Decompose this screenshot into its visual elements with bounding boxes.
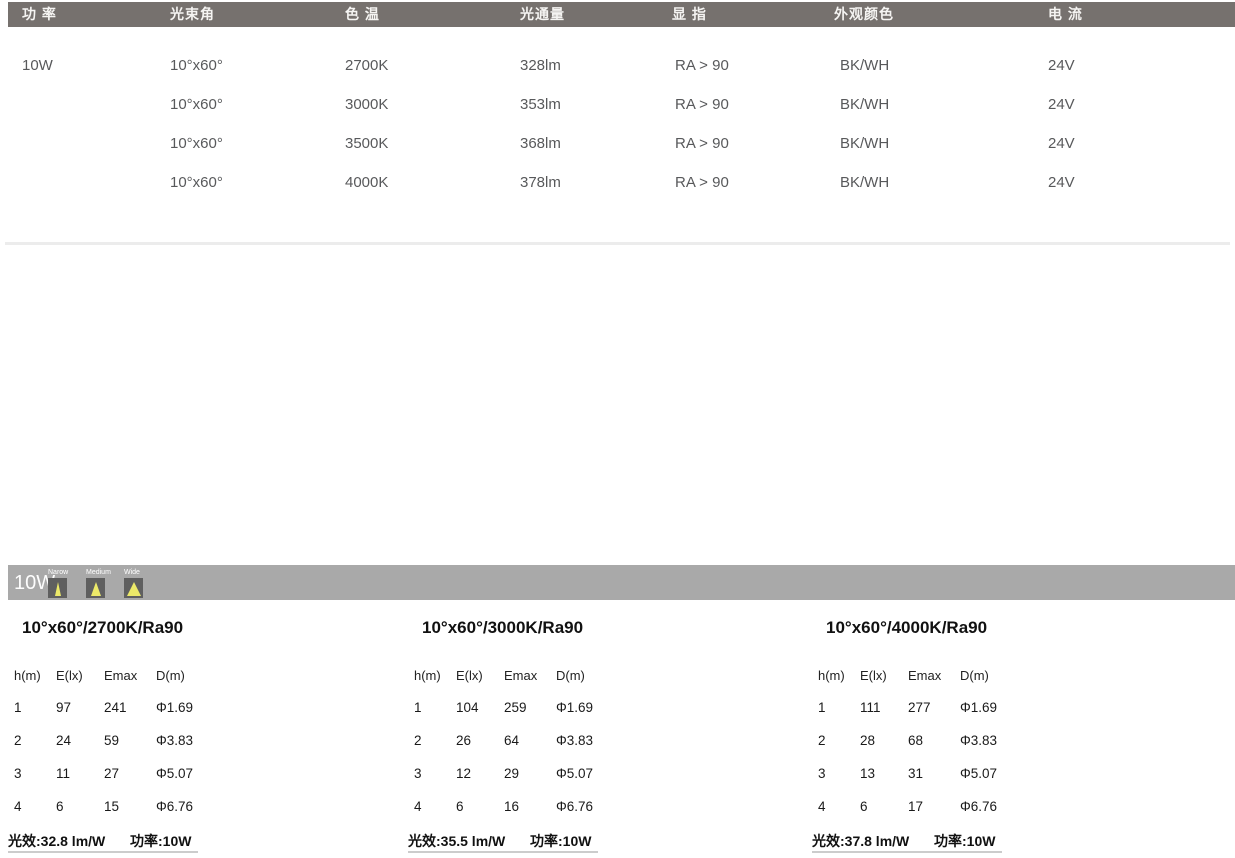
beam-wide-label: Wide bbox=[124, 569, 140, 576]
power-label: 功率:10W bbox=[130, 833, 192, 849]
col-e: E(lx) bbox=[456, 668, 483, 683]
photometric-row: 2 26 64 Φ3.83 bbox=[414, 733, 594, 748]
beam-narrow-label: Narow bbox=[48, 569, 69, 576]
col-header-beam-angle: 光束角 bbox=[170, 6, 215, 22]
efficacy-label: 光效:35.5 lm/W bbox=[408, 833, 506, 849]
photometric-row: 4 6 17 Φ6.76 bbox=[818, 799, 998, 814]
cell-finish: BK/WH bbox=[840, 135, 890, 152]
beam-medium: Medium bbox=[86, 565, 111, 600]
cell-finish: BK/WH bbox=[840, 57, 890, 74]
photometric-table-4000k: 10°x60°/4000K/Ra90 h(m) E(lx) Emax D(m) … bbox=[812, 612, 1044, 858]
photometric-table-3000k: 10°x60°/3000K/Ra90 h(m) E(lx) Emax D(m) … bbox=[408, 612, 640, 858]
cell-cri: RA > 90 bbox=[675, 135, 729, 152]
col-d: D(m) bbox=[960, 668, 989, 683]
col-header-power: 功 率 bbox=[22, 6, 57, 22]
col-h: h(m) bbox=[818, 668, 845, 683]
cell-cct: 4000K bbox=[345, 174, 389, 191]
cell-beam-angle: 10°x60° bbox=[170, 96, 223, 113]
cell-flux: 328lm bbox=[520, 57, 561, 74]
photometric-row: 1 111 277 Φ1.69 bbox=[818, 700, 998, 715]
photometric-table-2700k: 10°x60°/2700K/Ra90 h(m) E(lx) Emax D(m) … bbox=[8, 612, 240, 858]
efficacy-label: 光效:32.8 lm/W bbox=[8, 833, 106, 849]
photometric-table-head: h(m) E(lx) Emax D(m) bbox=[8, 668, 240, 684]
cell-cct: 2700K bbox=[345, 57, 389, 74]
cell-beam-angle: 10°x60° bbox=[170, 174, 223, 191]
narrow-beam-icon bbox=[48, 578, 67, 598]
cell-cct: 3500K bbox=[345, 135, 389, 152]
photometric-footer: 光效:35.5 lm/W 功率:10W bbox=[408, 831, 640, 849]
col-h: h(m) bbox=[14, 668, 41, 683]
col-header-finish: 外观颜色 bbox=[834, 6, 894, 22]
cell-beam-angle: 10°x60° bbox=[170, 57, 223, 74]
footer-underline bbox=[408, 851, 598, 853]
footer-underline bbox=[812, 851, 1002, 853]
cell-beam-angle: 10°x60° bbox=[170, 135, 223, 152]
col-e: E(lx) bbox=[860, 668, 887, 683]
power-label: 功率:10W bbox=[530, 833, 592, 849]
col-d: D(m) bbox=[556, 668, 585, 683]
cell-cri: RA > 90 bbox=[675, 174, 729, 191]
power-band: 10W Narow Medium Wide bbox=[8, 565, 1235, 600]
photometric-row: 1 104 259 Φ1.69 bbox=[414, 700, 594, 715]
spec-table-row: 10°x60° 3000K 353lm RA > 90 BK/WH 24V bbox=[8, 95, 1235, 115]
section-divider bbox=[5, 242, 1230, 245]
col-header-flux: 光通量 bbox=[520, 6, 565, 22]
photometric-table-title: 10°x60°/2700K/Ra90 bbox=[22, 618, 184, 637]
photometric-footer: 光效:37.8 lm/W 功率:10W bbox=[812, 831, 1044, 849]
cell-flux: 353lm bbox=[520, 96, 561, 113]
photometric-row: 3 11 27 Φ5.07 bbox=[14, 766, 194, 781]
col-header-cri: 显 指 bbox=[672, 6, 707, 22]
photometric-table-title: 10°x60°/4000K/Ra90 bbox=[826, 618, 988, 637]
spec-table-row: 10°x60° 4000K 378lm RA > 90 BK/WH 24V bbox=[8, 173, 1235, 193]
cell-current: 24V bbox=[1048, 96, 1075, 113]
cell-finish: BK/WH bbox=[840, 96, 890, 113]
col-header-cct: 色 温 bbox=[345, 6, 380, 22]
cell-cri: RA > 90 bbox=[675, 57, 729, 74]
photometric-footer: 光效:32.8 lm/W 功率:10W bbox=[8, 831, 240, 849]
beam-narrow: Narow bbox=[48, 565, 68, 600]
band-power-label: 10W bbox=[14, 572, 56, 594]
medium-beam-icon bbox=[86, 578, 105, 598]
cell-current: 24V bbox=[1048, 57, 1075, 74]
col-e: E(lx) bbox=[56, 668, 83, 683]
efficacy-label: 光效:37.8 lm/W bbox=[812, 833, 910, 849]
beam-wide: Wide bbox=[124, 565, 144, 600]
photometric-row: 3 13 31 Φ5.07 bbox=[818, 766, 998, 781]
photometric-row: 4 6 16 Φ6.76 bbox=[414, 799, 594, 814]
cell-current: 24V bbox=[1048, 174, 1075, 191]
photometric-row: 2 24 59 Φ3.83 bbox=[14, 733, 194, 748]
cell-power: 10W bbox=[22, 57, 53, 74]
spec-table-row: 10°x60° 3500K 368lm RA > 90 BK/WH 24V bbox=[8, 134, 1235, 154]
wide-beam-icon bbox=[124, 578, 143, 598]
photometric-row: 3 12 29 Φ5.07 bbox=[414, 766, 594, 781]
photometric-row: 4 6 15 Φ6.76 bbox=[14, 799, 194, 814]
photometric-table-head: h(m) E(lx) Emax D(m) bbox=[812, 668, 1044, 684]
footer-underline bbox=[8, 851, 198, 853]
photometric-row: 1 97 241 Φ1.69 bbox=[14, 700, 194, 715]
photometric-table-title: 10°x60°/3000K/Ra90 bbox=[422, 618, 584, 637]
col-emax: Emax bbox=[908, 668, 942, 683]
cell-finish: BK/WH bbox=[840, 174, 890, 191]
power-label: 功率:10W bbox=[934, 833, 996, 849]
col-emax: Emax bbox=[504, 668, 538, 683]
spec-table-row: 10W 10°x60° 2700K 328lm RA > 90 BK/WH 24… bbox=[8, 56, 1235, 76]
spec-table-header: 功 率 光束角 色 温 光通量 显 指 外观颜色 电 流 bbox=[8, 2, 1235, 27]
cell-cct: 3000K bbox=[345, 96, 389, 113]
beam-medium-label: Medium bbox=[86, 569, 111, 576]
photometric-table-head: h(m) E(lx) Emax D(m) bbox=[408, 668, 640, 684]
col-header-current: 电 流 bbox=[1048, 6, 1083, 22]
col-d: D(m) bbox=[156, 668, 185, 683]
cell-flux: 378lm bbox=[520, 174, 561, 191]
cell-cri: RA > 90 bbox=[675, 96, 729, 113]
col-h: h(m) bbox=[414, 668, 441, 683]
cell-current: 24V bbox=[1048, 135, 1075, 152]
photometric-row: 2 28 68 Φ3.83 bbox=[818, 733, 998, 748]
col-emax: Emax bbox=[104, 668, 138, 683]
cell-flux: 368lm bbox=[520, 135, 561, 152]
